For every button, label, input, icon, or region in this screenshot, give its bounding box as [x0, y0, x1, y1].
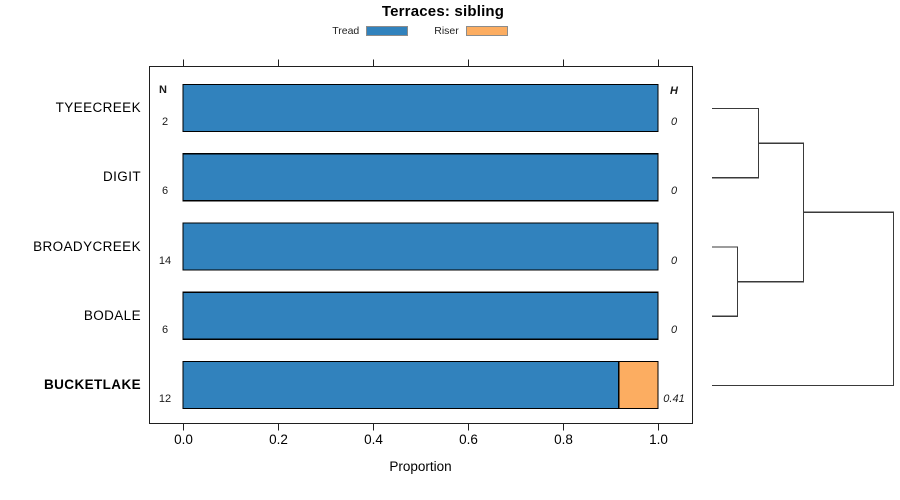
- dendrogram-merge-3: [712, 211, 895, 387]
- chart-title: Terraces: sibling: [381, 3, 505, 20]
- legend-swatch-tread: [366, 26, 409, 36]
- legend-item-tread: Tread: [332, 25, 409, 37]
- bar-segment-riser-bucketlake: [617, 360, 659, 410]
- bar-segment-tread-bucketlake: [182, 360, 620, 410]
- dendrogram-merge-1: [712, 246, 739, 317]
- bar-segment-tread-broadycreek: [182, 222, 659, 271]
- dendrogram-merge-2: [737, 142, 805, 283]
- legend-label: Tread: [332, 25, 360, 37]
- x-axis-title: Proportion: [389, 459, 452, 474]
- bar-segment-tread-digit: [182, 153, 659, 202]
- legend-item-riser: Riser: [434, 25, 508, 37]
- chart-legend: Tread Riser: [0, 25, 840, 37]
- dendrogram-merge-0: [712, 107, 760, 179]
- bar-segment-tread-tyeecreek: [182, 83, 659, 133]
- legend-swatch-riser: [465, 26, 508, 36]
- plot-frame: [148, 65, 694, 425]
- legend-label: Riser: [434, 25, 459, 37]
- bar-segment-tread-bodale: [182, 291, 659, 340]
